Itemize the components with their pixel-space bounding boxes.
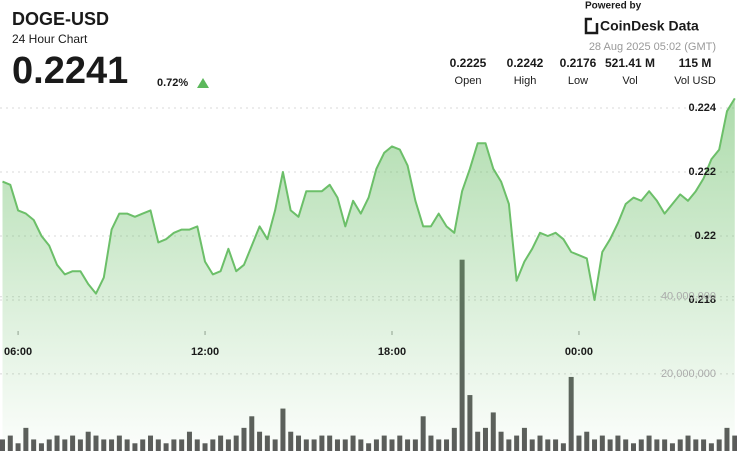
area-fill — [2, 98, 735, 452]
timestamp: 28 Aug 2025 05:02 (GMT) — [589, 41, 716, 53]
stat-label: Low — [568, 75, 588, 87]
stat-label: Vol — [622, 75, 637, 87]
powered-by: Powered by — [585, 1, 642, 12]
y2-tick-label: 40,000,000 — [661, 291, 716, 303]
chart-subtitle: 24 Hour Chart — [12, 32, 88, 46]
up-arrow — [197, 78, 209, 88]
stat-value: 115 M — [679, 56, 712, 70]
change: 0.72% — [157, 77, 188, 89]
brand: CoinDesk Data — [600, 18, 699, 34]
y-tick-label: 0.222 — [688, 166, 716, 178]
x-tick-label: 12:00 — [191, 346, 219, 358]
stat-value: 521.41 M — [605, 56, 655, 70]
price-line — [2, 97, 736, 301]
stat-value: 0.2176 — [560, 56, 597, 70]
stat-value: 0.2225 — [450, 56, 487, 70]
y-tick-label: 0.224 — [688, 102, 716, 114]
y2-tick-label: 20,000,000 — [661, 368, 716, 380]
y-tick-label: 0.218 — [688, 294, 716, 306]
price: 0.2241 — [12, 50, 128, 92]
chart-title: DOGE-USD — [12, 9, 109, 29]
brand-logo — [584, 15, 600, 35]
stats: 0.2225 Open 0.2242 High 0.2176 Low 521.41 M Vol… — [450, 56, 716, 87]
stat-label: Open — [455, 75, 482, 87]
x-tick-label: 18:00 — [378, 346, 406, 358]
stat-value: 0.2242 — [507, 56, 544, 70]
stat-label: High — [514, 75, 537, 87]
x-tick-label: 06:00 — [4, 346, 32, 358]
plot-area — [0, 97, 737, 452]
stat-label: Vol USD — [674, 75, 716, 87]
y-tick-label: 0.22 — [695, 230, 716, 242]
x-tick-label: 00:00 — [565, 346, 593, 358]
